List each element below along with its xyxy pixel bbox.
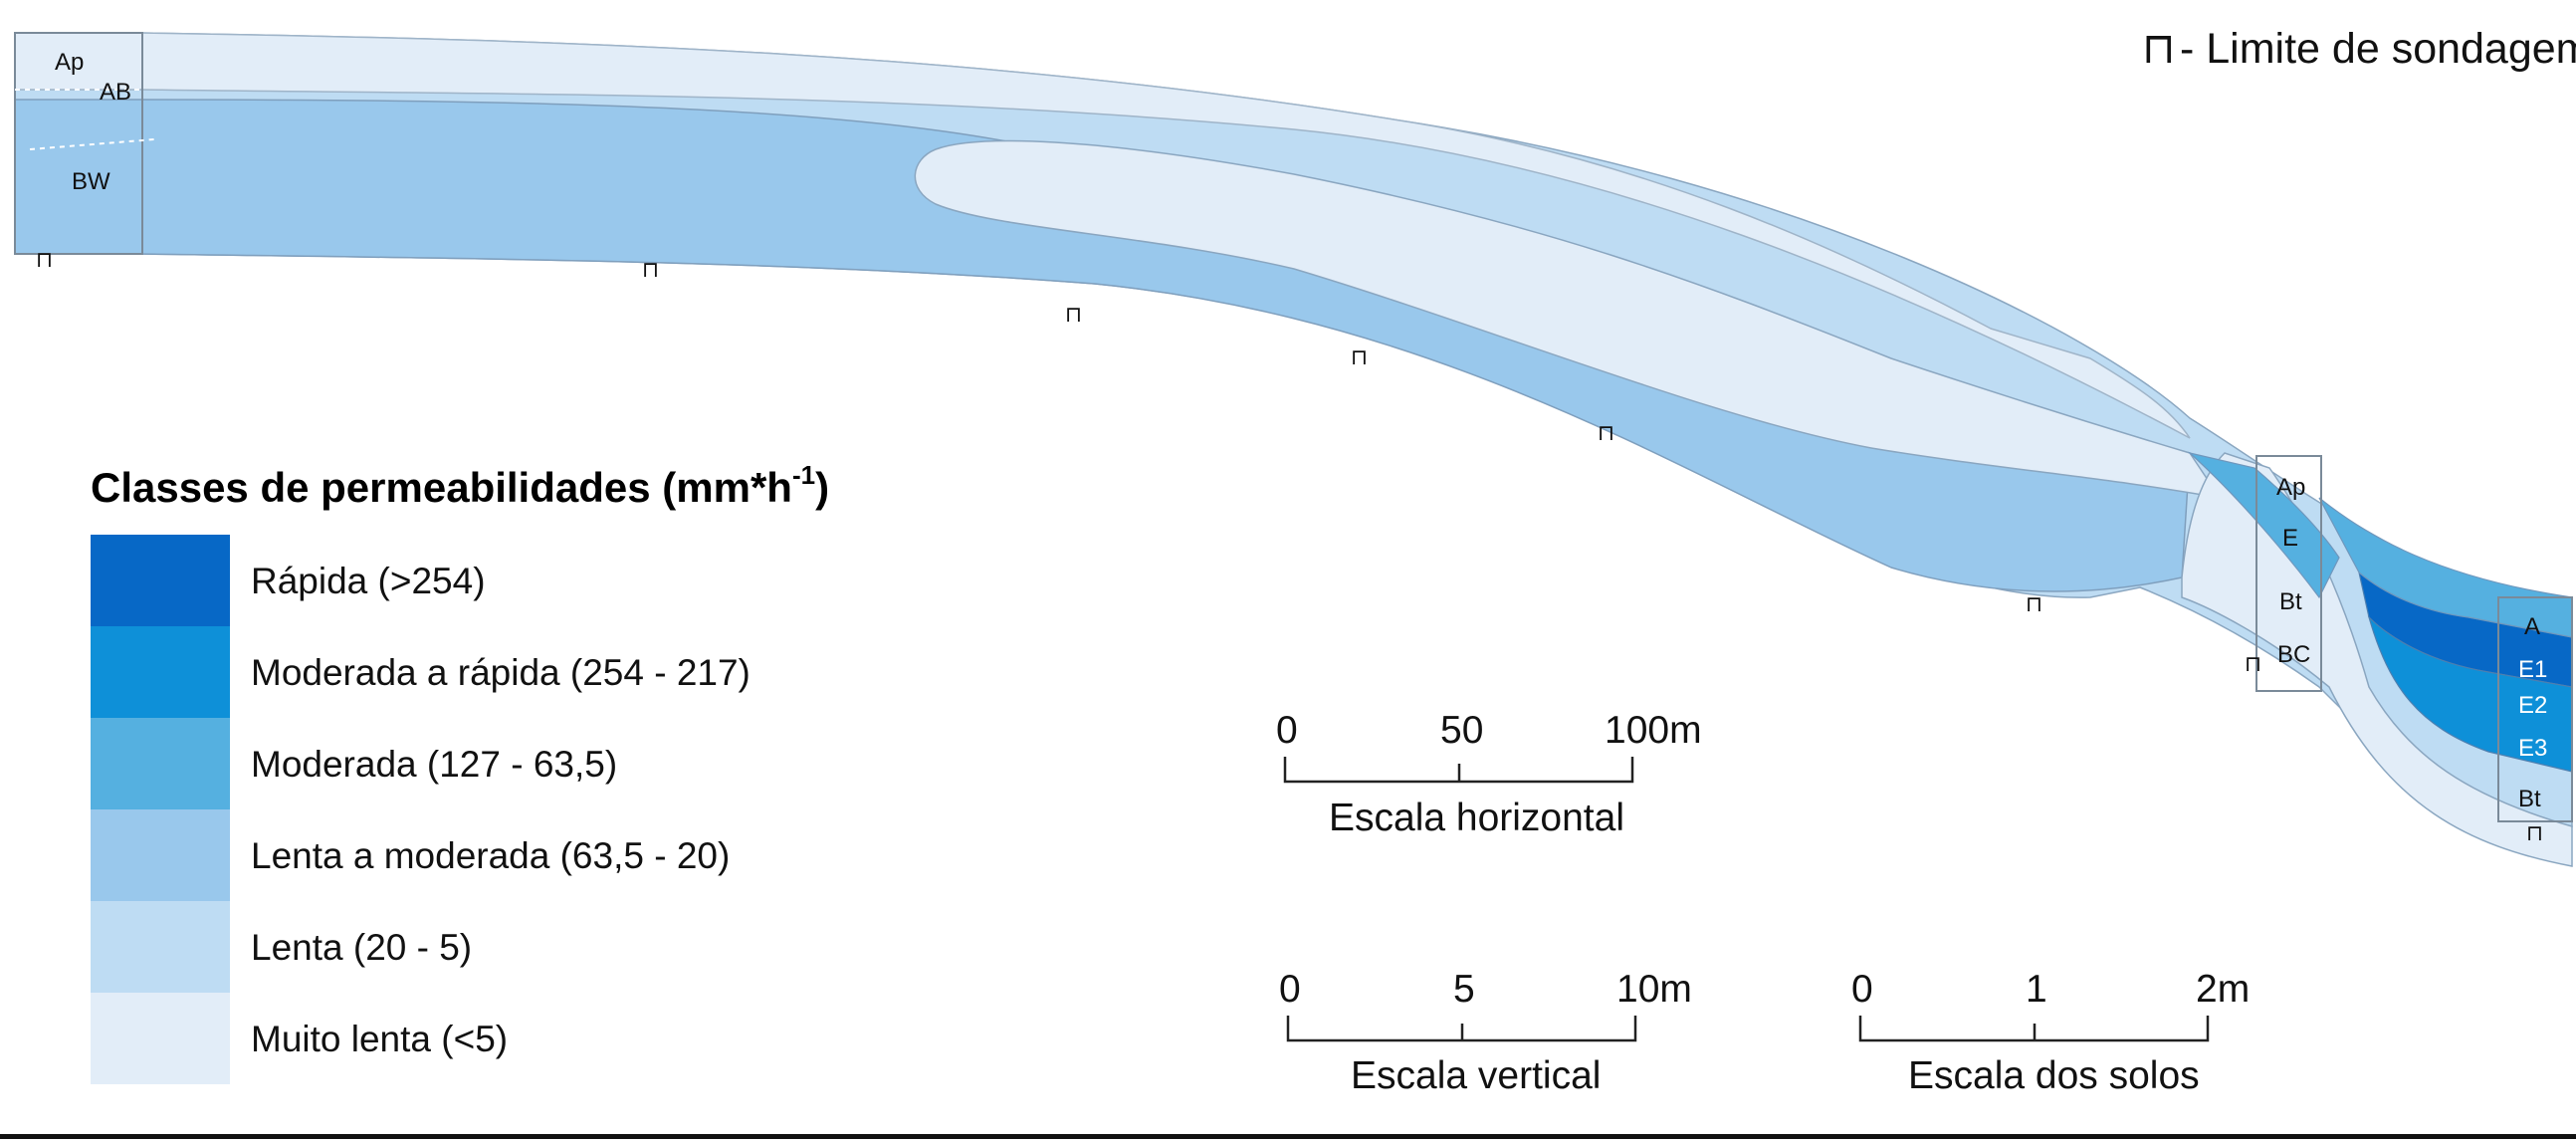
legend-items: Rápida (>254) Moderada a rápida (254 - 21… — [91, 535, 751, 1084]
scale-horizontal-tick-0: 0 — [1276, 709, 1298, 752]
layer-top-muito-lenta — [14, 32, 2191, 439]
scale-soils-tick-0: 0 — [1851, 968, 1873, 1011]
legend-label: Moderada (127 - 63,5) — [251, 744, 617, 785]
probe-limit-note: ⊓ - Limite de sondagem — [2142, 25, 2576, 73]
horizon-label-left-ap: Ap — [55, 49, 84, 76]
legend-title: Classes de permeabilidades (mm*h-1) — [91, 460, 829, 511]
layer-lens-muito-lenta — [914, 139, 2222, 500]
scale-vertical: 0 5 10m Escala vertical — [1279, 968, 1692, 1097]
scale-vertical-tick-2: 10m — [1616, 968, 1692, 1011]
legend-label: Lenta (20 - 5) — [251, 927, 472, 968]
scale-horizontal-tick-1: 50 — [1440, 709, 1483, 752]
probe-limit-symbol: ⊓ — [2142, 25, 2176, 73]
bottom-border — [0, 1134, 2576, 1139]
probe-marker: ⊓ — [36, 247, 53, 272]
probe-marker: ⊓ — [2026, 591, 2042, 616]
probe-marker: ⊓ — [642, 257, 659, 282]
scale-horizontal-tick-2: 100m — [1605, 709, 1702, 752]
profile-left-box — [14, 32, 143, 255]
horizon-label-right-e3: E3 — [2518, 735, 2547, 762]
legend-swatch — [91, 901, 230, 993]
probe-marker: ⊓ — [1351, 344, 1368, 369]
profile-left: Ap AB BW — [14, 32, 155, 255]
probe-marker: ⊓ — [2526, 820, 2543, 845]
legend-swatch — [91, 535, 230, 626]
layer-slope-muito-lenta — [2181, 452, 2573, 867]
cross-section — [14, 32, 2573, 867]
profile-middle: Ap E Bt BC — [2255, 455, 2322, 692]
scale-soils-tick-2: 2m — [2196, 968, 2250, 1011]
legend-title-main: Classes de permeabilidades (mm*h — [91, 464, 792, 511]
profile-right: A E1 E2 E3 Bt — [2497, 596, 2573, 822]
horizon-label-left-bw: BW — [72, 168, 110, 195]
layer-right-moderada-rapida — [2367, 614, 2573, 773]
scale-soils-label: Escala dos solos — [1908, 1054, 2200, 1097]
legend-swatch — [91, 718, 230, 809]
probe-marker: ⊓ — [1598, 420, 1614, 445]
probe-limit-text: - Limite de sondagem — [2180, 25, 2576, 73]
horizon-label-middle-ap: Ap — [2276, 474, 2305, 501]
horizon-label-middle-bc: BC — [2277, 641, 2310, 668]
horizon-label-middle-e: E — [2282, 525, 2298, 552]
scale-horizontal-label: Escala horizontal — [1329, 797, 1624, 839]
profile-middle-box — [2255, 455, 2322, 692]
legend-label: Muito lenta (<5) — [251, 1019, 508, 1059]
layer-slope-moderada — [2187, 451, 2340, 599]
legend-label: Lenta a moderada (63,5 - 20) — [251, 835, 730, 876]
legend-label: Rápida (>254) — [251, 561, 486, 601]
legend-swatch — [91, 626, 230, 718]
probe-marker: ⊓ — [1065, 302, 1082, 327]
legend-title-close: ) — [815, 464, 829, 511]
scale-vertical-tick-1: 5 — [1453, 968, 1475, 1011]
scale-soils: 0 1 2m Escala dos solos — [1851, 968, 2250, 1097]
scale-vertical-tick-0: 0 — [1279, 968, 1301, 1011]
legend-label: Moderada a rápida (254 - 217) — [251, 652, 751, 693]
profile-right-box — [2497, 596, 2573, 822]
probe-markers: ⊓ ⊓ ⊓ ⊓ ⊓ ⊓ ⊓ ⊓ — [36, 247, 2543, 845]
scale-vertical-label: Escala vertical — [1351, 1054, 1601, 1097]
probe-marker: ⊓ — [2245, 651, 2261, 676]
scale-horizontal: 0 50 100m Escala horizontal — [1276, 709, 1702, 839]
legend-title-exponent: -1 — [792, 460, 815, 490]
scale-soils-tick-1: 1 — [2026, 968, 2047, 1011]
horizon-label-right-a: A — [2524, 613, 2540, 640]
horizon-label-right-e1: E1 — [2518, 656, 2547, 683]
legend-swatch — [91, 809, 230, 901]
horizon-label-middle-bt: Bt — [2279, 588, 2302, 615]
horizon-label-right-e2: E2 — [2518, 692, 2547, 719]
horizon-label-left-ab: AB — [100, 79, 131, 106]
legend-swatch — [91, 993, 230, 1084]
horizon-label-right-bt: Bt — [2518, 786, 2541, 812]
legend: Classes de permeabilidades (mm*h-1) Rápi… — [91, 460, 829, 1084]
